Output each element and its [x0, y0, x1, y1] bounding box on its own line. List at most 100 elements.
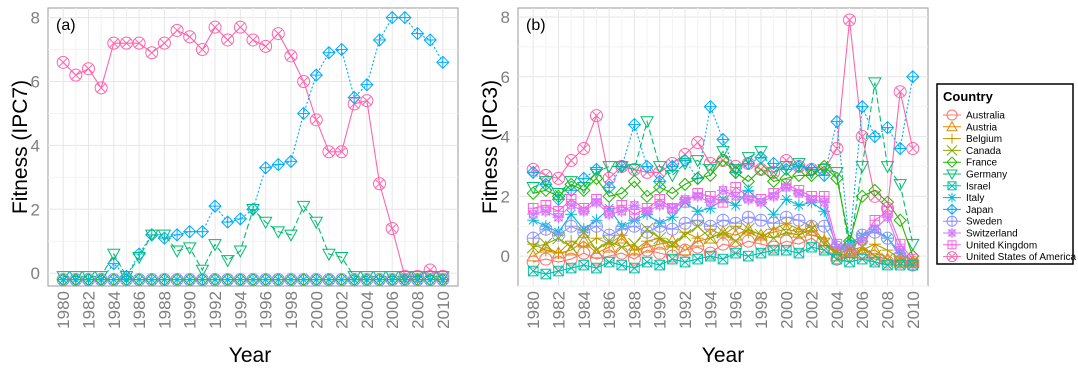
panel-a-y-tick-label: 4 — [31, 136, 40, 155]
panel-b-point-israel — [755, 247, 767, 259]
panel-a-point-japan — [309, 68, 323, 82]
panel-b-point-germany — [716, 146, 730, 159]
panel-b-point-israel — [565, 262, 577, 274]
panel-b-point-israel — [553, 265, 564, 277]
panel-b-point-france — [728, 165, 743, 180]
panel-b-point-australia — [792, 237, 806, 251]
panel-b-point-canada — [741, 222, 755, 236]
panel-b-point-canada — [666, 237, 679, 251]
legend-item-canada: Canada — [943, 145, 1001, 157]
panel-b-x-tick-label: 1992 — [676, 291, 695, 329]
panel-a-point-japan — [271, 157, 286, 172]
panel-a-point-united-states-of-america — [183, 30, 197, 44]
panel-b-point-france — [703, 168, 718, 183]
panel-b-point-japan — [830, 114, 844, 129]
panel-b-point-germany — [779, 161, 794, 174]
panel-a-point-italy — [310, 273, 323, 286]
panel-a-point-germany — [220, 255, 235, 268]
panel-a-point-united-states-of-america — [322, 145, 336, 159]
panel-b-point-germany — [868, 77, 882, 90]
panel-b-point-france — [716, 153, 730, 168]
panel-a-point-united-states-of-america — [208, 20, 222, 34]
panel-b-point-france — [653, 180, 667, 195]
panel-a-point-germany — [246, 204, 260, 217]
panel-a-point-italy — [133, 273, 146, 286]
panel-b-point-switzerland — [792, 187, 805, 200]
panel-a-x-tick-label: 2000 — [307, 291, 326, 329]
panel-b-point-australia — [526, 255, 540, 269]
panel-b-point-france — [627, 174, 642, 189]
panel-b-point-israel — [869, 256, 881, 268]
panel-b-point-austria — [741, 222, 756, 235]
panel-b-point-sweden — [564, 219, 578, 233]
panel-b-point-france — [766, 174, 781, 189]
panel-b-point-australia — [589, 252, 603, 266]
panel-b-point-france — [589, 171, 604, 186]
legend-label: United States of America — [966, 252, 1076, 263]
panel-b-point-japan — [906, 70, 920, 84]
panel-b-point-germany — [526, 182, 541, 195]
legend-label: Switzerland — [966, 229, 1018, 240]
panel-b-x-tick-label: 2010 — [904, 291, 923, 329]
panel-b-point-canada — [552, 231, 565, 245]
panel-b-point-france — [893, 213, 907, 227]
panel-a-series-germany — [56, 200, 450, 284]
panel-a-point-united-states-of-america — [335, 145, 349, 159]
panel-b-line-australia — [533, 237, 913, 263]
panel-b-point-israel — [591, 262, 602, 274]
panel-b-x-tick-label: 1984 — [575, 291, 594, 329]
panel-b-point-austria — [526, 249, 541, 262]
legend-marker-germany — [946, 169, 958, 181]
panel-b-y-ticks: 0 2 4 6 8 — [501, 8, 510, 266]
panel-b-point-sweden — [665, 222, 679, 236]
panel-b-point-germany — [855, 161, 870, 174]
panel-b-point-australia — [817, 240, 831, 254]
panel-a-label: (a) — [56, 17, 76, 34]
panel-b-point-germany — [754, 146, 768, 159]
panel-b-point-germany — [627, 164, 642, 177]
panel-a-point-japan — [334, 42, 349, 57]
panel-b-point-japan — [855, 99, 869, 114]
panel-a-x-tick-label: 1998 — [282, 291, 301, 329]
panel-a-point-united-states-of-america — [69, 68, 83, 82]
panel-a-point-japan — [157, 231, 172, 245]
panel-a-point-italy — [322, 273, 335, 286]
panel-b-point-germany — [766, 167, 781, 180]
panel-b-x-tick-label: 1996 — [727, 291, 746, 329]
panel-a-series-italy — [57, 273, 449, 286]
panel-b-point-france — [817, 159, 831, 174]
panel-b-point-australia — [868, 252, 882, 266]
panel-b-point-italy — [691, 205, 704, 218]
panel-b-point-israel — [667, 253, 678, 265]
panel-a-point-japan — [233, 212, 248, 226]
panel-a-point-japan — [220, 215, 235, 229]
panel-b-point-canada — [526, 240, 540, 254]
panel-b-point-australia — [551, 255, 565, 269]
legend-item-austria: Austria — [943, 120, 998, 133]
panel-b-point-australia — [665, 249, 679, 263]
panel-a-point-united-states-of-america — [221, 33, 235, 47]
panel-b-point-australia — [615, 246, 629, 260]
panel-b-x-tick-label: 2008 — [879, 291, 898, 329]
panel-b-point-switzerland — [679, 193, 692, 206]
panel-b-point-united-states-of-america — [539, 168, 553, 182]
panel-b-point-united-states-of-america — [551, 171, 565, 185]
panel-a-point-italy — [360, 273, 373, 286]
panel-b-point-france — [551, 189, 566, 204]
panel-b-point-switzerland — [691, 190, 704, 203]
panel-b-point-france — [526, 186, 540, 201]
panel-b-point-united-states-of-america — [691, 136, 705, 150]
panel-b-point-germany — [589, 167, 604, 180]
panel-a-point-italy — [398, 273, 411, 286]
panel-a-point-italy — [158, 273, 171, 286]
panel-a-point-united-states-of-america — [284, 49, 298, 63]
panel-b-point-israel — [818, 244, 830, 256]
panel-b-point-japan — [602, 180, 616, 195]
panel-a-point-united-states-of-america — [145, 46, 159, 60]
panel-b-point-germany — [665, 170, 680, 183]
panel-a-point-united-states-of-america — [195, 43, 209, 57]
panel-b-y-tick-label: 4 — [501, 128, 510, 147]
panel-a-point-japan — [258, 161, 273, 175]
panel-a-point-italy — [234, 273, 247, 286]
panel-b-point-austria — [716, 225, 730, 238]
